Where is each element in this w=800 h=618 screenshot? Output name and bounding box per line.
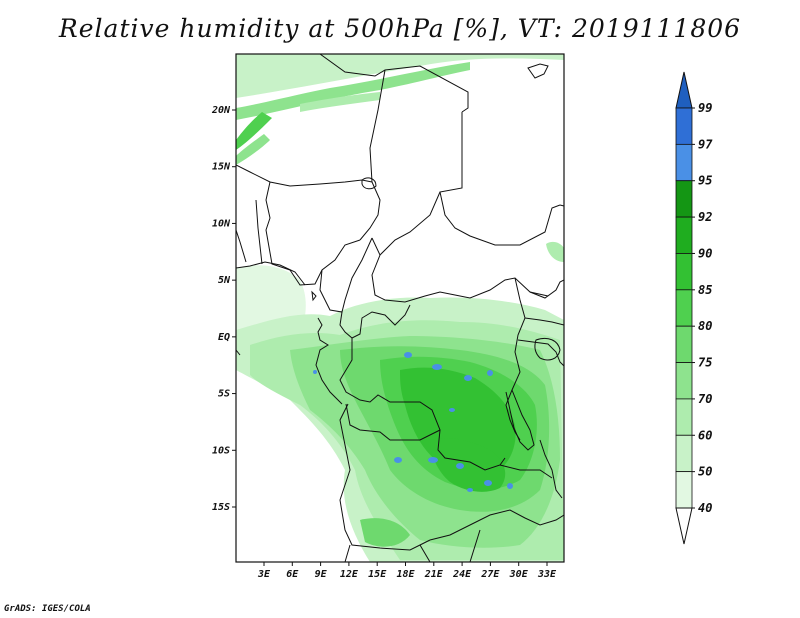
- colorbar-swatch: [675, 471, 693, 509]
- colorbar-swatch: [675, 362, 693, 400]
- lat-tick-label: 15N: [212, 162, 231, 173]
- grads-credit: GrADS: IGES/COLA: [4, 604, 91, 614]
- lon-tick-label: 15E: [368, 569, 387, 580]
- colorbar-bottom-arrow: [675, 507, 693, 545]
- colorbar-label: 60: [698, 428, 712, 442]
- colorbar-label: 97: [698, 137, 713, 151]
- colorbar-swatch: [675, 434, 693, 473]
- colorbar-swatch: [675, 107, 693, 145]
- lon-tick-label: 12E: [340, 569, 359, 580]
- colorbar-swatch: [675, 398, 693, 436]
- colorbar-label: 80: [698, 319, 712, 333]
- colorbar-label: 40: [698, 501, 712, 515]
- colorbar-label: 95: [698, 174, 712, 188]
- colorbar-swatch: [675, 143, 693, 182]
- lat-tick-label: 10S: [212, 445, 230, 456]
- lon-tick-label: 33E: [537, 569, 557, 580]
- map-borders: [236, 54, 564, 562]
- colorbar-swatch: [675, 253, 693, 291]
- lon-tick-label: 24E: [452, 569, 472, 580]
- colorbar-label: 50: [698, 465, 712, 479]
- lon-tick-label: 9E: [315, 569, 328, 580]
- lon-tick-label: 30E: [509, 569, 529, 580]
- colorbar-label: 75: [698, 356, 712, 370]
- lat-tick-label: 5N: [218, 275, 231, 286]
- longitude-axis: 3E 6E 9E 12E 15E 18E 21E 24E 27E 30E 33E: [257, 562, 557, 580]
- chart-title: Relative humidity at 500hPa [%], VT: 201…: [58, 14, 742, 43]
- lat-tick-label: 10N: [212, 218, 231, 229]
- colorbar-swatch: [675, 216, 693, 254]
- map-frame: [235, 53, 565, 563]
- lon-tick-label: 6E: [286, 569, 299, 580]
- lat-tick-label: 5S: [218, 389, 230, 400]
- colorbar-swatch: [675, 325, 693, 363]
- colorbar-label: 99: [698, 101, 712, 115]
- colorbar: 99 97 95 92 90 85 80 75 70 60 50 40: [675, 71, 713, 545]
- colorbar-label: 70: [698, 392, 712, 406]
- lon-tick-label: 27E: [480, 569, 500, 580]
- latitude-axis: 20N 15N 10N 5N EQ 5S 10S 15S: [211, 105, 236, 513]
- colorbar-swatch: [675, 180, 693, 218]
- lat-tick-label: 20N: [211, 105, 231, 116]
- lon-tick-label: 3E: [257, 569, 271, 580]
- lat-tick-label: 15S: [212, 502, 230, 513]
- colorbar-swatch: [675, 289, 693, 327]
- humidity-field: [236, 54, 564, 562]
- colorbar-label: 92: [698, 210, 712, 224]
- colorbar-label: 90: [698, 246, 712, 260]
- lat-tick-label: EQ: [218, 332, 230, 343]
- colorbar-top-arrow: [675, 71, 693, 109]
- lon-tick-label: 18E: [396, 569, 415, 580]
- colorbar-label: 85: [698, 283, 712, 297]
- lon-tick-label: 21E: [424, 569, 444, 580]
